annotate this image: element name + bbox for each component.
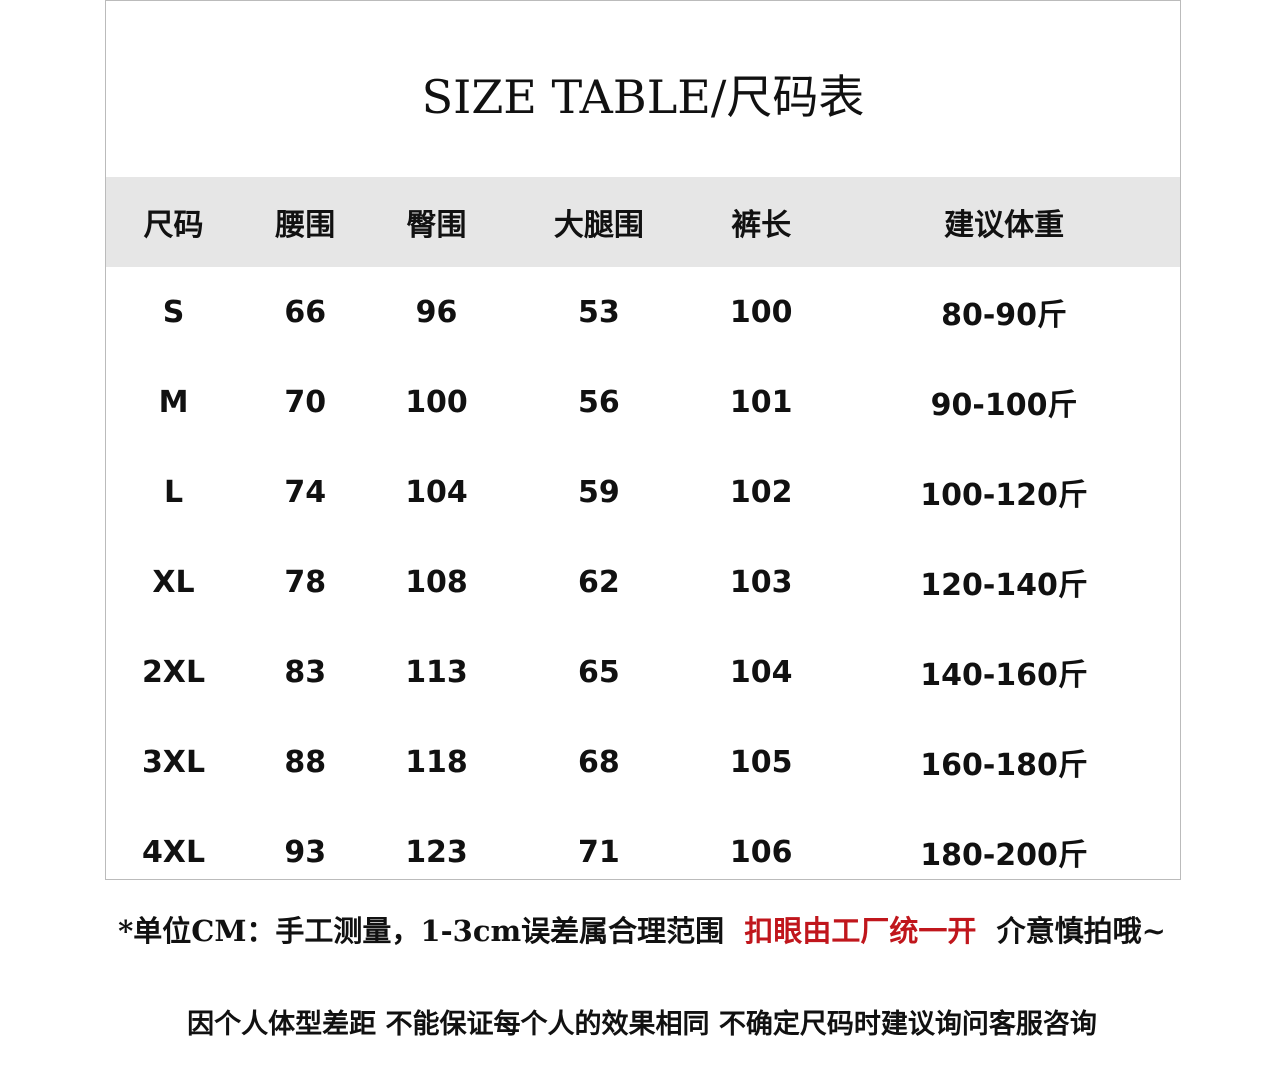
header-cell: 裤长	[694, 177, 829, 267]
table-row: 4XL 93 123 71 106 180-200斤	[106, 807, 1180, 897]
table-cell: 3XL	[141, 744, 206, 780]
table-row: S 66 96 53 100 80-90斤	[106, 267, 1180, 357]
table-cell: 90-100斤	[930, 388, 1078, 423]
table-cell: 78	[284, 564, 327, 600]
table-body: S 66 96 53 100 80-90斤 M 70 100 56 101 90-100斤 L 74 104…	[106, 267, 1180, 897]
table-cell: 118	[405, 744, 468, 780]
table-cell: 59	[577, 474, 620, 510]
table-cell: 71	[577, 834, 620, 870]
note-line: 因个人体型差距 不能保证每个人的效果相同 不确定尺码时建议询问客服咨询	[187, 1009, 1097, 1040]
table-cell: 108	[405, 564, 468, 600]
note: 介意慎拍哦~	[996, 914, 1166, 948]
table-row: L 74 104 59 102 100-120斤	[106, 447, 1180, 537]
table-cell: 101	[729, 384, 793, 420]
table-cell: 88	[284, 744, 327, 780]
note-line: *单位CM：手工测量，1-3cm误差属合理范围 扣眼由工厂统一开 介意慎拍哦~	[0, 908, 1284, 950]
table-row: XL 78 108 62 103 120-140斤	[106, 537, 1180, 627]
size-table: 尺码 腰围 臀围 大腿围 裤长 建议体重 S 66 96 53 100 80-90斤 M 70 100 56 1…	[106, 177, 1180, 897]
table-cell: 102	[729, 474, 793, 510]
table-cell: 160-180斤	[920, 748, 1088, 783]
table-cell: 56	[577, 384, 620, 420]
table-cell: 113	[405, 654, 468, 690]
table-cell: 103	[729, 564, 793, 600]
table-cell: 120-140斤	[920, 568, 1088, 603]
table-row: 2XL 83 113 65 104 140-160斤	[106, 627, 1180, 717]
table-cell: 140-160斤	[920, 658, 1088, 693]
header-cell: 尺码	[106, 177, 241, 267]
table-cell: 66	[284, 294, 327, 330]
table-cell: 4XL	[141, 834, 206, 870]
table-cell: 100	[729, 294, 793, 330]
table-cell: 96	[415, 294, 458, 330]
table-cell: 70	[284, 384, 327, 420]
header-cell: 臀围	[369, 177, 504, 267]
table-cell: 68	[577, 744, 620, 780]
table-cell: 180-200斤	[920, 838, 1088, 873]
table-cell: 106	[729, 834, 793, 870]
table-cell: S	[162, 294, 185, 330]
table-cell: 123	[405, 834, 468, 870]
size-table-box: SIZE TABLE/尺码表 尺码 腰围 臀围 大腿围 裤长 建议体重 S 66 96 53 100…	[105, 0, 1181, 880]
header-cell: 腰围	[241, 177, 370, 267]
note-highlight: 扣眼由工厂统一开	[744, 914, 977, 948]
note: *单位CM：手工测量，1-3cm误差属合理范围	[118, 914, 725, 948]
table-cell: 100-120斤	[920, 478, 1088, 513]
table-cell: 83	[284, 654, 327, 690]
table-cell: 2XL	[141, 654, 206, 690]
title: SIZE TABLE/尺码表	[421, 70, 865, 124]
header-cell: 大腿围	[503, 177, 695, 267]
table-cell: 100	[405, 384, 468, 420]
table-cell: 80-90斤	[941, 298, 1068, 333]
table-cell: 65	[577, 654, 620, 690]
table-cell: 105	[729, 744, 793, 780]
table-cell: 93	[284, 834, 327, 870]
table-cell: L	[163, 474, 184, 510]
header-cell: 建议体重	[828, 177, 1180, 267]
table-cell: 104	[405, 474, 468, 510]
table-cell: M	[158, 384, 189, 420]
table-cell: 74	[284, 474, 327, 510]
table-cell: XL	[152, 564, 195, 600]
header-row: 尺码 腰围 臀围 大腿围 裤长 建议体重	[106, 177, 1180, 267]
table-cell: 53	[577, 294, 620, 330]
table-row: M 70 100 56 101 90-100斤	[106, 357, 1180, 447]
table-row: 3XL 88 118 68 105 160-180斤	[106, 717, 1180, 807]
table-cell: 104	[729, 654, 793, 690]
table-cell: 62	[577, 564, 620, 600]
